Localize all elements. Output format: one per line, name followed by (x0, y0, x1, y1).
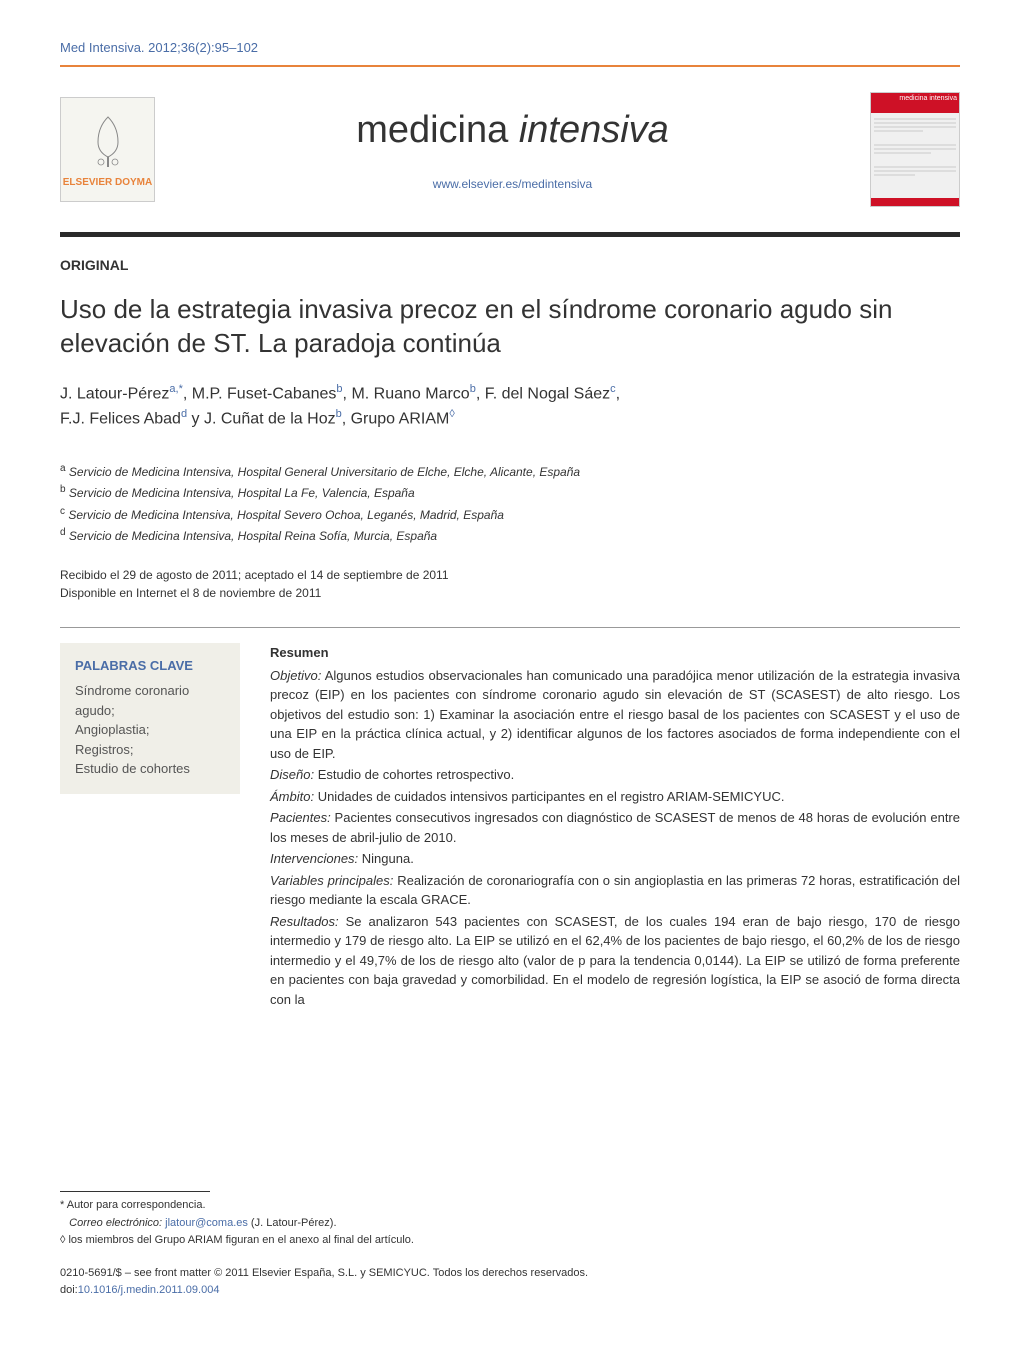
keywords-list: Síndrome coronario agudo; Angioplastia; … (75, 681, 225, 779)
elsevier-tree-icon (83, 112, 133, 172)
abstract-section: PALABRAS CLAVE Síndrome coronario agudo;… (60, 627, 960, 1011)
affiliation-a: a Servicio de Medicina Intensiva, Hospit… (60, 461, 960, 482)
abstract-objetivo: Objetivo: Algunos estudios observacional… (270, 666, 960, 764)
journal-title-part2: intensiva (519, 109, 669, 151)
online-date: Disponible en Internet el 8 de noviembre… (60, 584, 960, 602)
author-group: , Grupo ARIAM (342, 410, 450, 427)
footer-divider (60, 1191, 210, 1192)
group-note: ◊ los miembros del Grupo ARIAM figuran e… (60, 1232, 960, 1250)
affiliation-b: b Servicio de Medicina Intensiva, Hospit… (60, 482, 960, 503)
correspondence-email: Correo electrónico: jlatour@coma.es (J. … (60, 1215, 960, 1233)
resumen-label: Resumen (270, 643, 960, 663)
divider-orange (60, 65, 960, 67)
citation: Med Intensiva. 2012;36(2):95–102 (60, 40, 960, 55)
group-note-marker: ◊ (449, 408, 454, 420)
journal-title: medicina intensiva (155, 109, 870, 152)
affiliations: a Servicio de Medicina Intensiva, Hospit… (60, 461, 960, 546)
abstract-intervenciones: Intervenciones: Ninguna. (270, 849, 960, 869)
abstract-resultados: Resultados: Se analizaron 543 pacientes … (270, 912, 960, 1010)
journal-title-part1: medicina (356, 109, 519, 151)
doi-line: doi:10.1016/j.medin.2011.09.004 (60, 1282, 960, 1300)
journal-title-area: medicina intensiva www.elsevier.es/medin… (155, 109, 870, 191)
abstract-diseno: Diseño: Estudio de cohortes retrospectiv… (270, 765, 960, 785)
journal-cover-thumbnail: medicina intensiva (870, 92, 960, 207)
author-3: , M. Ruano Marco (343, 385, 470, 402)
abstract-pacientes: Pacientes: Pacientes consecutivos ingres… (270, 808, 960, 847)
authors-comma: , (616, 385, 620, 402)
correspondence-note: * Autor para correspondencia. (60, 1197, 960, 1215)
author-1: J. Latour-Pérez (60, 385, 169, 402)
affiliation-d: d Servicio de Medicina Intensiva, Hospit… (60, 525, 960, 546)
abstract-ambito: Ámbito: Unidades de cuidados intensivos … (270, 787, 960, 807)
authors-list: J. Latour-Péreza,*, M.P. Fuset-Cabanesb,… (60, 381, 960, 432)
affiliation-c: c Servicio de Medicina Intensiva, Hospit… (60, 504, 960, 525)
article-dates: Recibido el 29 de agosto de 2011; acepta… (60, 566, 960, 602)
journal-url[interactable]: www.elsevier.es/medintensiva (155, 177, 870, 191)
author-5: F.J. Felices Abad (60, 410, 181, 427)
cover-body (871, 113, 959, 198)
article-title: Uso de la estrategia invasiva precoz en … (60, 293, 960, 361)
publisher-name: ELSEVIER DOYMA (63, 177, 152, 188)
header-section: ELSEVIER DOYMA medicina intensiva www.el… (60, 82, 960, 217)
author-4: , F. del Nogal Sáez (476, 385, 610, 402)
received-date: Recibido el 29 de agosto de 2011; acepta… (60, 566, 960, 584)
cover-header: medicina intensiva (871, 93, 959, 113)
cover-footer (871, 198, 959, 207)
author-2: , M.P. Fuset-Cabanes (183, 385, 337, 402)
author-1-affil: a, (169, 383, 178, 395)
keywords-box: PALABRAS CLAVE Síndrome coronario agudo;… (60, 643, 240, 794)
doi-link[interactable]: 10.1016/j.medin.2011.09.004 (78, 1284, 220, 1296)
footer-section: * Autor para correspondencia. Correo ele… (60, 1191, 960, 1300)
email-link[interactable]: jlatour@coma.es (165, 1217, 248, 1229)
divider-dark (60, 232, 960, 237)
author-6: y J. Cuñat de la Hoz (187, 410, 336, 427)
abstract-content: Resumen Objetivo: Algunos estudios obser… (270, 643, 960, 1011)
keywords-title: PALABRAS CLAVE (75, 658, 225, 673)
abstract-variables: Variables principales: Realización de co… (270, 871, 960, 910)
copyright: 0210-5691/$ – see front matter © 2011 El… (60, 1265, 960, 1283)
publisher-logo: ELSEVIER DOYMA (60, 97, 155, 202)
article-type: ORIGINAL (60, 257, 960, 273)
